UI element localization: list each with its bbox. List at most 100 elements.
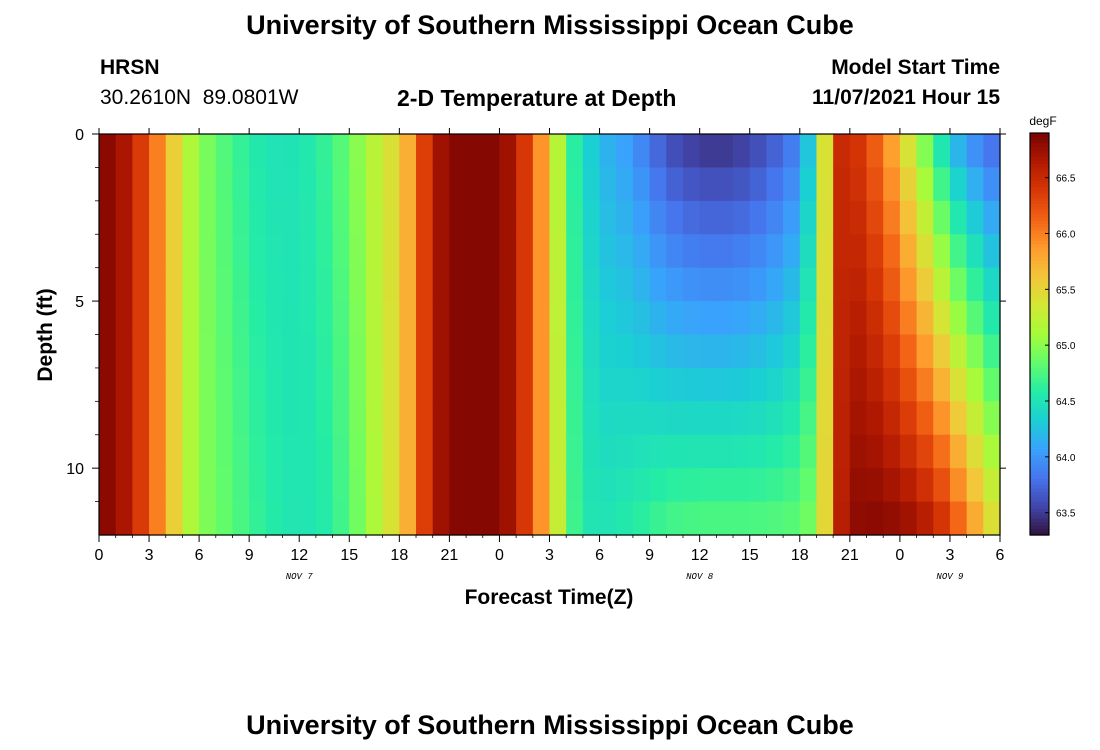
heatmap-cell [516,468,534,503]
heatmap-cell [449,501,467,536]
heatmap-cell [399,234,417,269]
heatmap-cell [299,267,317,302]
heatmap-cell [199,501,217,536]
colorbar-segment [1030,441,1049,446]
heatmap-cell [499,501,517,536]
heatmap-cell [149,434,167,469]
colorbar-segment [1030,149,1049,154]
heatmap-cell [516,301,534,336]
heatmap-cell [716,134,734,169]
colorbar-segment [1030,444,1049,449]
heatmap-cell [733,401,751,436]
heatmap-cell [449,200,467,235]
heatmap-cell [849,468,868,503]
heatmap-cell [449,167,467,202]
heatmap-cell [482,434,501,469]
heatmap-cell [766,134,784,169]
heatmap-cell [132,434,150,469]
heatmap-cell [215,301,234,336]
heatmap-cell [549,334,567,369]
heatmap-cell [916,167,934,202]
heatmap-cell [733,434,751,469]
colorbar-segment [1030,176,1049,181]
colorbar-segment [1030,307,1049,312]
x-tick-label: 9 [645,547,654,564]
heatmap-cell [466,134,484,169]
heatmap-cell [916,334,934,369]
x-tick-label: 3 [545,547,554,564]
heatmap-cell [599,267,617,302]
model-start-label: Model Start Time [831,56,1000,79]
heatmap-cell [983,301,1001,336]
colorbar-tick-label: 65.5 [1056,285,1076,296]
heatmap-cell [215,267,234,302]
heatmap-cell [499,267,517,302]
heatmap-cell [232,501,250,536]
heatmap-cell [883,200,901,235]
colorbar-segment [1030,223,1049,228]
heatmap-cell [849,434,868,469]
colorbar-segment [1030,380,1049,385]
heatmap-cell [149,334,167,369]
heatmap-cell [816,501,834,536]
heatmap-cell [682,434,701,469]
heatmap-cell [332,501,350,536]
x-tick-label: 6 [195,547,204,564]
colorbar-segment [1030,263,1049,268]
heatmap-cell [282,234,300,269]
heatmap-cell [616,134,634,169]
heatmap-cell [933,501,951,536]
heatmap-cell [432,367,450,402]
heatmap-cell [132,234,150,269]
heatmap-cell [249,434,267,469]
heatmap-cell [516,334,534,369]
heatmap-cell [699,301,717,336]
x-tick-label: 9 [245,547,254,564]
heatmap-cell [199,234,217,269]
heatmap-cell [115,367,133,402]
heatmap-cell [299,167,317,202]
x-tick-label: 15 [741,547,759,564]
heatmap-cell [215,468,234,503]
heatmap-cell [916,401,934,436]
heatmap-cell [632,401,651,436]
heatmap-cell [682,200,701,235]
heatmap-cell [616,234,634,269]
heatmap-cell [516,501,534,536]
heatmap-cell [566,200,584,235]
heatmap-cell [599,134,617,169]
heatmap-cell [416,134,434,169]
colorbar-segment [1030,508,1049,513]
heatmap-cell [532,134,551,169]
heatmap-cell [833,200,851,235]
heatmap-cell [733,501,751,536]
heatmap-cell [532,501,551,536]
heatmap-cell [349,401,367,436]
heatmap-cell [432,267,450,302]
heatmap-cell [315,501,334,536]
colorbar-segment [1030,203,1049,208]
heatmap-cell [849,334,868,369]
heatmap-cell [833,167,851,202]
heatmap-cell [249,267,267,302]
colorbar-segment [1030,143,1049,147]
heatmap-cell [699,468,717,503]
heatmap-cell [599,401,617,436]
heatmap-cell [616,468,634,503]
heatmap-cell [132,367,150,402]
heatmap-cell [282,501,300,536]
heatmap-cell [582,468,601,503]
heatmap-cell [299,401,317,436]
heatmap-cell [749,200,768,235]
heatmap-cell [332,401,350,436]
heatmap-cell [416,267,434,302]
heatmap-cell [733,468,751,503]
colorbar-segment [1030,273,1049,278]
colorbar-segment [1030,427,1049,432]
heatmap-cell [382,434,400,469]
heatmap-cell [315,334,334,369]
heatmap-cell [416,334,434,369]
heatmap-cell [766,334,784,369]
heatmap-cell [215,134,234,169]
heatmap-cell [799,367,818,402]
